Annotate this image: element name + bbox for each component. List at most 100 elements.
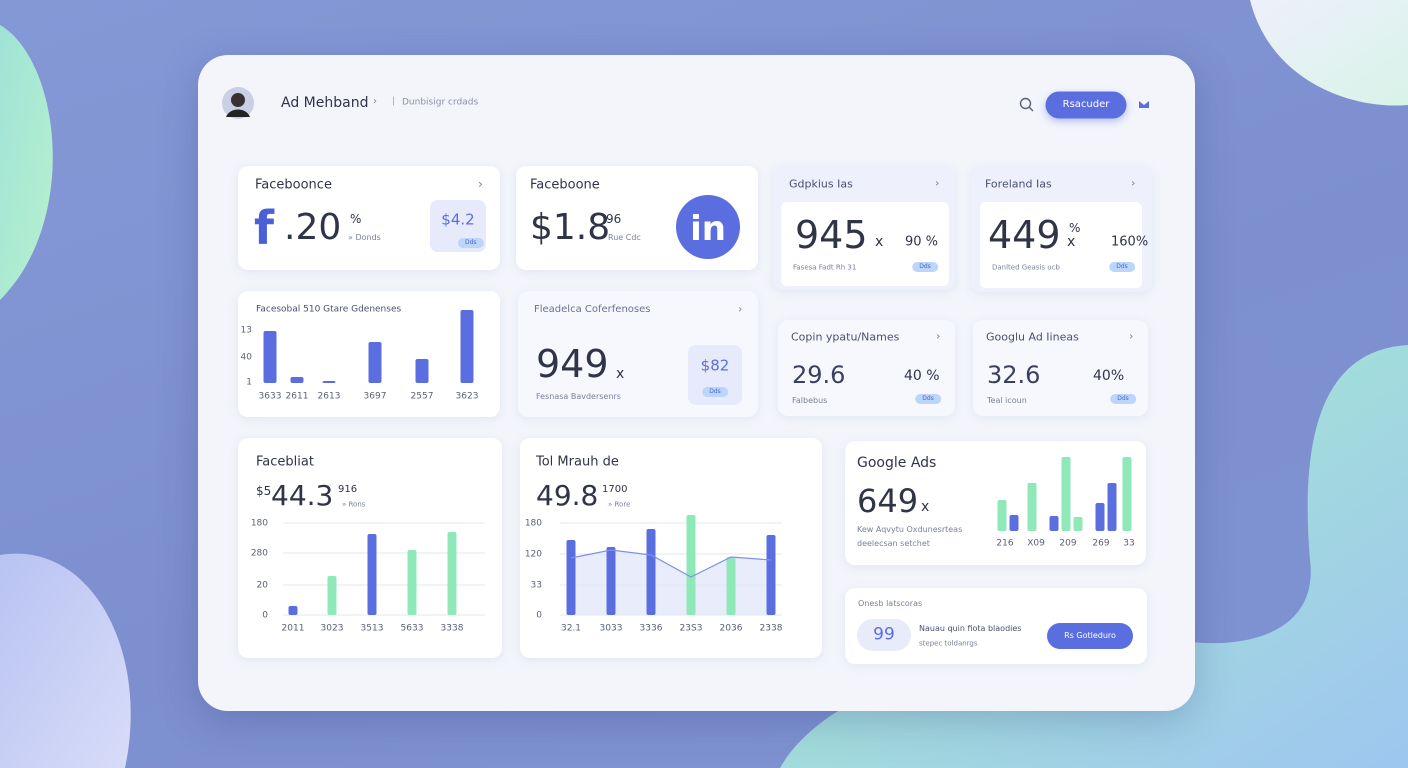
x-tick-label: 5633 (401, 624, 424, 634)
chart: 180 120 33 0 32.1 3033 3336 23S3 2036 2338 (525, 515, 783, 634)
x-tick-label: 3023 (321, 624, 344, 634)
change: 40% (1093, 368, 1125, 384)
blob (0, 25, 53, 300)
x-tick-label: 3623 (456, 392, 479, 402)
card: Copin ypatu/Names › 29.6 40 % Falbebus Dds (778, 320, 955, 416)
card: Fleadelca Coferfenoses › 949 x Fesnasa Bavde… (518, 291, 758, 417)
y-tick-label: 180 (251, 519, 268, 529)
bar (566, 540, 576, 615)
x-tick-label: 3033 (600, 624, 623, 634)
card-shape[interactable] (676, 195, 740, 259)
bar (327, 576, 337, 615)
note: Kew Aqvytu Oxdunesrteas (857, 525, 963, 534)
unit: % (1069, 221, 1081, 235)
y-tick-label: 0 (536, 611, 542, 621)
chevron[interactable]: › (935, 176, 940, 190)
bar (1009, 515, 1019, 531)
x-tick-label: 3697 (364, 392, 387, 402)
card: Faceboonce › f .20% » Donds $4.2 Dds (238, 166, 500, 270)
suffix: x (875, 234, 884, 250)
x-tick-label: 23S3 (680, 624, 703, 634)
user-name: Ad Mehband (281, 95, 369, 111)
value: 649 (857, 482, 919, 520)
value: 49.8 (536, 479, 599, 512)
note: Falbebus (792, 396, 828, 405)
x-tick-label: 3338 (441, 624, 464, 634)
x-tick-label: 2338 (760, 624, 783, 634)
note: » Donds (348, 233, 381, 242)
bar (606, 547, 616, 615)
bar (415, 359, 429, 383)
title: Onesb latscoras (858, 599, 923, 608)
title: Fleadelca Coferfenoses (534, 304, 651, 315)
bar (646, 529, 656, 615)
caret[interactable]: › (373, 96, 377, 107)
pill: Dds (912, 262, 938, 272)
pill: Dds (458, 238, 484, 248)
change: 160% (1111, 234, 1149, 250)
y-tick-label: 180 (525, 519, 542, 529)
card: 13 40 1 3633 2611 2613 3697 2557 3623 Facesobal 5… (238, 291, 500, 417)
avatar (222, 87, 254, 119)
card: 180 280 20 0 2011 3023 3513 5633 3338 Facebliat $5… (238, 438, 502, 658)
x-tick-label: 3633 (259, 392, 282, 402)
bar (322, 381, 336, 383)
box-value: $82 (700, 356, 730, 375)
chevron[interactable]: › (478, 177, 483, 191)
value: 32.6 (987, 361, 1041, 389)
separator: | (392, 96, 396, 107)
logo: f (254, 201, 275, 255)
x-tick-label: 3336 (640, 624, 663, 634)
blob (1250, 0, 1408, 106)
card: Foreland Ias › 449 x% 160% Danlted Geasis ucb… (971, 166, 1152, 292)
suffix: x (1067, 234, 1076, 250)
card-shape[interactable] (781, 202, 949, 286)
card: Gdpkius Ias › 945 x 90 % Fasesa Fadt Rh 31 Dds (773, 166, 955, 290)
value: 29.6 (792, 361, 846, 389)
prefix: $5 (256, 484, 272, 498)
title: Facesobal 510 Gtare Gdenenses (256, 304, 402, 315)
x-tick-label: 3513 (361, 624, 384, 634)
card: Faceboone $1.8 96 Rue Cdc in (516, 166, 758, 270)
button-bg[interactable] (1045, 91, 1127, 119)
bar (368, 342, 382, 383)
x-tick-label: 2611 (286, 392, 309, 402)
button[interactable]: Rs Gotleduro (1064, 631, 1116, 640)
search-icon[interactable] (1019, 97, 1035, 113)
bar (1049, 516, 1059, 531)
card: Googlu Ad Iineas › 32.6 40% Teal icoun Dds (973, 320, 1148, 416)
card-shape[interactable] (1047, 623, 1133, 649)
x-tick-label: 2011 (282, 624, 305, 634)
card-shape[interactable] (857, 619, 911, 651)
y-tick-label: 1 (246, 378, 252, 388)
breadcrumb[interactable]: Dunbisigr crdads (402, 97, 479, 108)
chevron[interactable]: › (936, 329, 941, 343)
note2: deelecsan setchet (857, 539, 930, 548)
bar (1122, 457, 1132, 531)
card: 180 120 33 0 32.1 3033 3336 23S3 2036 2338 Tol Mra… (520, 438, 822, 658)
x-tick-label: 2613 (318, 392, 341, 402)
chevron[interactable]: › (738, 302, 743, 316)
chevron[interactable]: › (1129, 329, 1134, 343)
box-value: $4.2 (441, 210, 475, 229)
y-tick-label: 280 (251, 549, 268, 559)
title: Google Ads (857, 455, 937, 471)
menu-icon[interactable] (1138, 99, 1150, 109)
title: Foreland Ias (985, 177, 1052, 191)
chevron[interactable]: › (1131, 176, 1136, 190)
note: Rue Cdc (608, 233, 641, 242)
bar (367, 534, 377, 615)
bar (290, 377, 304, 383)
note2: stepec toldanrgs (919, 639, 978, 648)
change: 40 % (904, 368, 940, 384)
card-shape[interactable] (980, 202, 1142, 288)
line-area (571, 550, 771, 615)
unit: % (350, 212, 362, 226)
value: 949 (536, 342, 609, 386)
title: Tol Mrauh de (536, 454, 619, 470)
x-tick-label: X09 (1027, 539, 1045, 549)
button[interactable]: Rsacuder (1062, 99, 1110, 110)
unit: 916 (338, 484, 358, 495)
title: Gdpkius Ias (789, 177, 853, 191)
